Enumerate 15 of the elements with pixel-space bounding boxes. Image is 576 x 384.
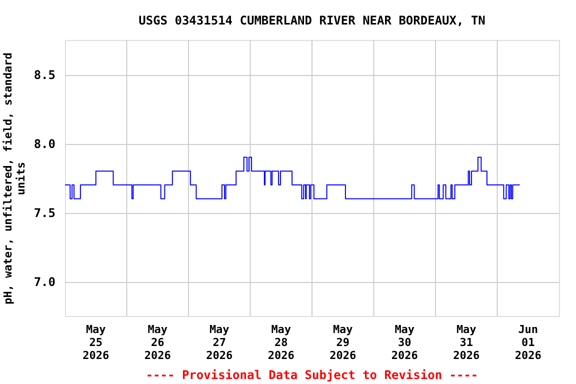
x-tick-label: Jun 01 2026 bbox=[514, 323, 542, 362]
text: ---- Provisional Data Subject to Revision ---- bbox=[146, 368, 478, 382]
x-tick-label: May 25 2026 bbox=[82, 323, 110, 362]
x-tick-label: May 28 2026 bbox=[268, 323, 295, 362]
x-tick-label: May 27 2026 bbox=[206, 323, 233, 362]
y-axis-title: pH, water, unfiltered, field, standard units bbox=[2, 52, 28, 304]
y-tick-label: 7.5 bbox=[34, 206, 56, 220]
chart-title: USGS 03431514 CUMBERLAND RIVER NEAR BORDEAUX, TN bbox=[138, 14, 486, 28]
x-tick-label: May 26 2026 bbox=[144, 323, 172, 362]
x-tick-label: May 31 2026 bbox=[453, 323, 480, 362]
x-tick-label: May 29 2026 bbox=[330, 323, 356, 362]
x-tick-label: May 30 2026 bbox=[391, 323, 418, 362]
y-tick-label: 7.0 bbox=[34, 275, 56, 289]
y-tick-label: 8.0 bbox=[34, 137, 56, 151]
y-tick-label: 8.5 bbox=[34, 68, 56, 82]
